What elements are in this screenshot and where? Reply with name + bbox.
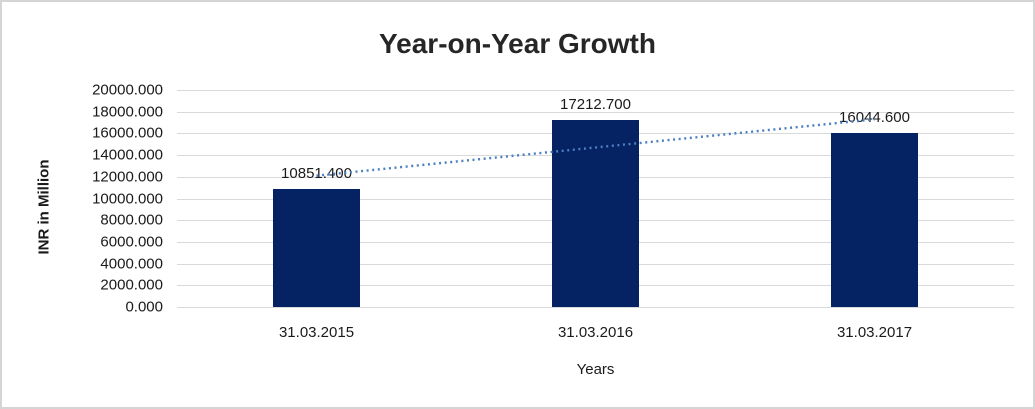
- bar-data-label: 16044.600: [839, 108, 910, 126]
- x-tick-label: 31.03.2015: [278, 324, 355, 341]
- y-tick-label: 16000.000: [92, 124, 163, 142]
- y-tick-label: 18000.000: [92, 103, 163, 121]
- y-tick-label: 20000.000: [92, 81, 163, 99]
- y-tick-label: 12000.000: [92, 168, 163, 186]
- chart-title: Year-on-Year Growth: [379, 28, 656, 59]
- y-tick-label: 0.000: [125, 298, 163, 316]
- y-tick-label: 14000.000: [92, 146, 163, 164]
- x-axis-title: Years: [576, 361, 615, 378]
- x-tick-label: 31.03.2016: [557, 324, 634, 341]
- gridline: [177, 307, 1014, 308]
- bar-31.03.2015: [273, 189, 360, 307]
- bar-31.03.2016: [552, 120, 639, 307]
- plot-area: 10851.400 17212.700 16044.600: [177, 90, 1014, 308]
- y-tick-label: 4000.000: [100, 255, 163, 273]
- x-axis-tick-labels: 31.03.2015 31.03.2016 31.03.2017: [177, 324, 1014, 344]
- y-tick-label: 2000.000: [100, 276, 163, 294]
- y-tick-label: 6000.000: [100, 233, 163, 251]
- y-tick-label: 8000.000: [100, 211, 163, 229]
- y-axis-tick-labels: 0.000 2000.000 4000.000 6000.000 8000.000 100…: [2, 82, 163, 316]
- gridline: [177, 111, 1014, 113]
- gridline: [177, 90, 1014, 91]
- bar-data-label: 17212.700: [560, 96, 631, 114]
- x-tick-label: 31.03.2017: [836, 324, 913, 341]
- y-tick-label: 10000.000: [92, 190, 163, 207]
- bar-data-label: 10851.400: [281, 165, 352, 183]
- bar-31.03.2017: [831, 132, 918, 307]
